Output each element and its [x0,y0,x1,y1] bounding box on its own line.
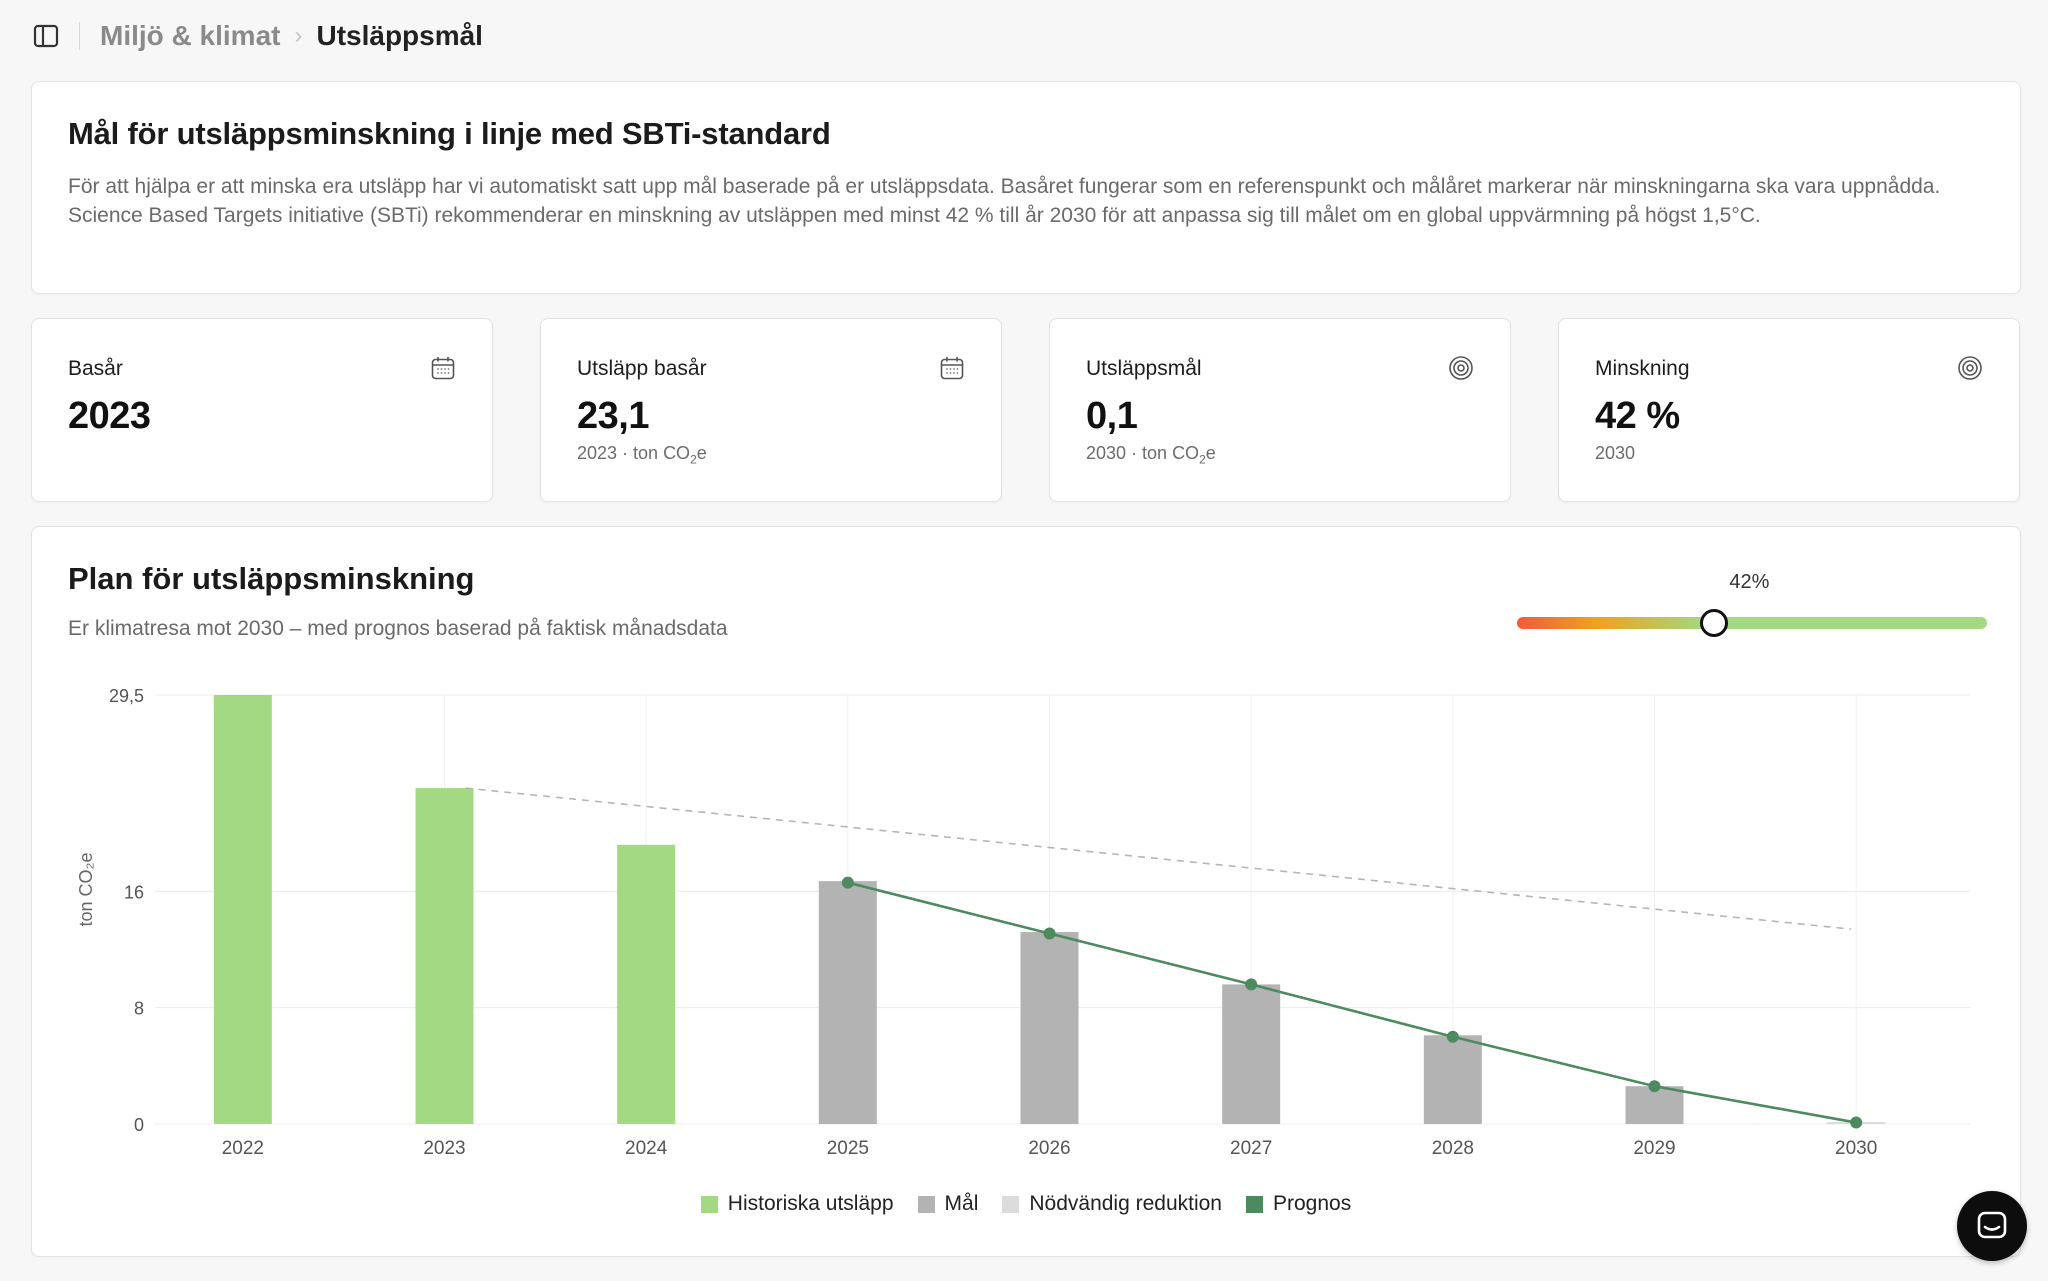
kpi-label: Utsläppsmål [1086,357,1202,380]
bar-historiska-utsläpp [213,695,272,1124]
target-icon [1449,356,1473,380]
y-tick-label: 16 [124,882,144,902]
breadcrumb-divider [79,22,80,50]
forecast-point [1446,1030,1459,1043]
page-title: Utsläppsmål [316,20,483,51]
chevron-right-icon: › [294,22,303,49]
reduction-slider[interactable]: 42% [1517,571,1987,637]
intro-card: Mål för utsläppsminskning i linje med SB… [31,81,2021,294]
kpi-value: 23,1 [577,395,649,437]
bar-historiska-utsläpp [415,788,474,1124]
legend-item-forecast[interactable]: Prognos [1246,1192,1351,1216]
forecast-point [1850,1116,1863,1129]
x-tick-label: 2022 [222,1138,264,1159]
chat-icon [1977,1211,2007,1239]
legend-label: Nödvändig reduktion [1029,1192,1222,1215]
forecast-point [1043,927,1056,940]
legend-label: Prognos [1273,1192,1352,1215]
slider-value-label: 42% [1729,571,1770,593]
y-tick-label: 29,5 [109,686,144,706]
x-tick-label: 2030 [1835,1138,1877,1159]
kpi-card-base-year: Basår 2023 [31,318,493,502]
plan-subtitle: Er klimatresa mot 2030 – med prognos bas… [68,617,728,640]
legend-label: Mål [944,1192,979,1215]
x-tick-label: 2027 [1230,1138,1272,1159]
x-tick-label: 2025 [827,1138,869,1159]
x-tick-label: 2026 [1028,1138,1070,1159]
legend-item-target[interactable]: Mål [917,1192,979,1216]
legend-swatch [1246,1195,1263,1213]
forecast-point [841,876,854,889]
intro-text: För att hjälpa er att minska era utsläpp… [68,175,1941,227]
sidebar-toggle-icon[interactable] [31,21,61,51]
plan-card: Plan för utsläppsminskning Er klimatresa… [31,526,2021,1257]
x-tick-label: 2029 [1633,1138,1675,1159]
y-tick-label: 0 [134,1115,144,1135]
bar-mål [1423,1035,1482,1124]
slider-thumb[interactable] [1700,609,1729,637]
target-icon [1958,356,1982,380]
legend-swatch [917,1195,935,1213]
y-tick-label: 8 [134,999,144,1019]
kpi-value: 2023 [68,395,151,437]
kpi-sub: 2030 · ton CO2e [1086,443,1216,467]
calendar-icon [431,357,455,380]
bar-historiska-utsläpp [617,844,676,1124]
legend-item-historic[interactable]: Historiska utsläpp [700,1192,894,1216]
kpi-value: 42 % [1595,395,1680,437]
x-tick-label: 2024 [625,1138,668,1159]
bar-mål [1625,1086,1684,1124]
kpi-value: 0,1 [1086,395,1138,437]
forecast-line [847,881,1857,1124]
kpi-card-emission-target: Utsläppsmål 0,1 2030 · ton CO2e [1049,318,1511,502]
bar-mål [1222,984,1281,1124]
chat-launcher-button[interactable] [1957,1191,2027,1261]
kpi-card-base-emissions: Utsläpp basår 23,1 2023 · ton CO2e [540,318,1002,502]
chart-legend: Historiska utsläpp Mål Nödvändig redukti… [32,1192,2020,1216]
bar-mål [1020,932,1079,1124]
plan-title: Plan för utsläppsminskning [68,561,475,596]
kpi-label: Minskning [1595,357,1690,380]
kpi-label: Basår [68,357,123,380]
y-axis-label: ton CO₂e [76,852,96,926]
x-tick-label: 2028 [1432,1138,1474,1159]
kpi-card-reduction: Minskning 42 % 2030 [1558,318,2020,502]
legend-item-reduction[interactable]: Nödvändig reduktion [1002,1192,1222,1216]
calendar-icon [940,357,964,380]
kpi-sub: 2023 · ton CO2e [577,443,707,467]
legend-swatch [700,1195,718,1213]
forecast-point [1648,1080,1661,1093]
forecast-point [1245,978,1258,991]
slider-track[interactable] [1517,617,1987,629]
trend-line [465,787,1852,930]
emissions-chart: 0 8 16 29,5 ton CO₂e 2022 2023 2024 2025 2026 2027… [76,686,1970,1159]
kpi-label: Utsläpp basår [577,357,707,380]
legend-label: Historiska utsläpp [727,1192,894,1215]
breadcrumb-parent[interactable]: Miljö & klimat [100,20,281,51]
bar-mål [818,881,877,1124]
breadcrumb: Miljö & klimat › Utsläppsmål [31,18,483,54]
legend-swatch [1002,1195,1020,1213]
kpi-sub: 2030 [1595,443,1636,463]
x-tick-label: 2023 [423,1138,465,1159]
intro-title: Mål för utsläppsminskning i linje med SB… [68,116,831,151]
